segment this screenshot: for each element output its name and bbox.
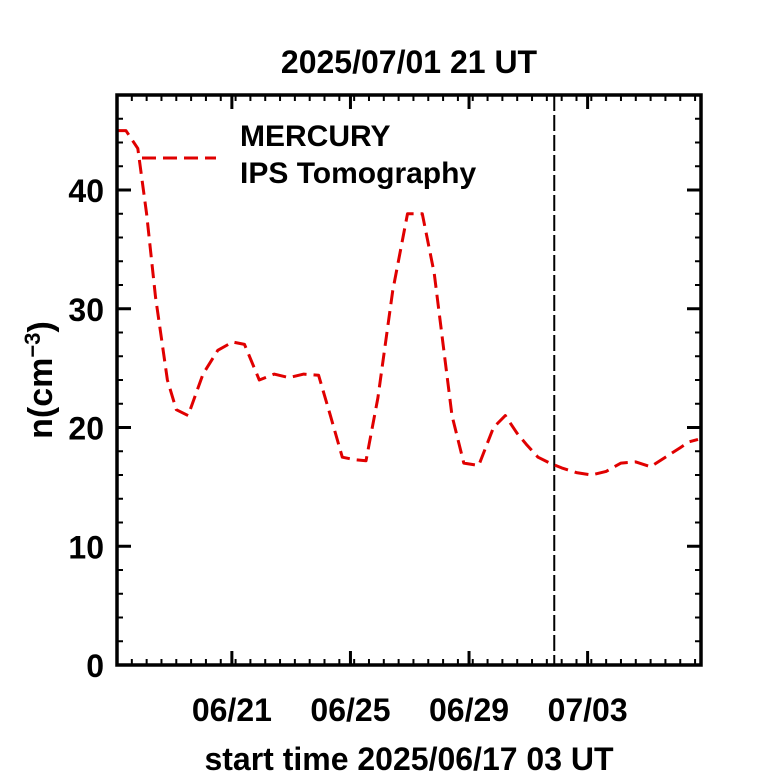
y-tick-label: 10 xyxy=(68,529,104,565)
legend-label-2: IPS Tomography xyxy=(240,157,476,190)
y-tick-label: 40 xyxy=(68,173,104,209)
x-tick-labels: 06/21 06/25 06/29 07/03 xyxy=(192,692,628,728)
y-axis-label: n(cm−3) xyxy=(20,321,60,439)
legend-label-1: MERCURY xyxy=(240,120,391,153)
y-axis-paren-open: ( xyxy=(22,406,60,418)
x-tick-label: 06/29 xyxy=(429,692,509,728)
legend: MERCURY IPS Tomography xyxy=(142,120,476,190)
y-tick-labels: 0 10 20 30 40 xyxy=(68,173,104,684)
y-tick-label: 30 xyxy=(68,292,104,328)
data-layer xyxy=(117,95,699,665)
series-line xyxy=(117,129,699,477)
y-tick-label: 20 xyxy=(68,411,104,447)
y-tick-label: 0 xyxy=(86,648,104,684)
chart-title: 2025/07/01 21 UT xyxy=(281,44,538,80)
x-tick-label: 07/03 xyxy=(548,692,628,728)
y-axis-label-main: n xyxy=(22,418,60,439)
x-axis-label: start time 2025/06/17 03 UT xyxy=(204,741,614,777)
y-axis-label-unit: cm xyxy=(22,358,60,407)
x-tick-label: 06/25 xyxy=(310,692,390,728)
x-tick-label: 06/21 xyxy=(192,692,272,728)
y-axis-paren-close: ) xyxy=(22,321,60,332)
plot-frame xyxy=(115,93,703,667)
y-axis-label-exponent: −3 xyxy=(20,332,45,357)
